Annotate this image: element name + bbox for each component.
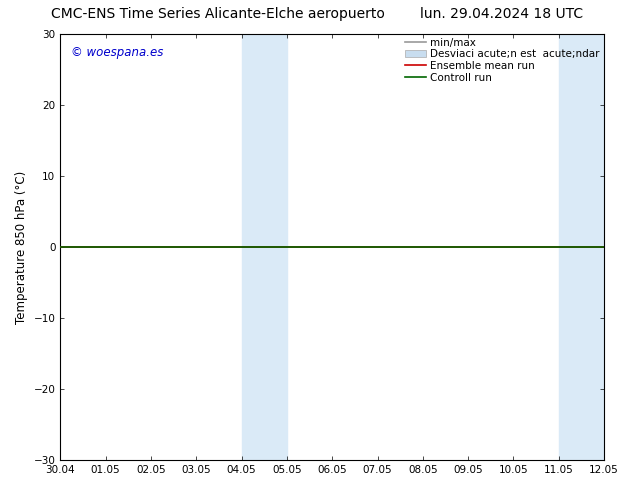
Legend: min/max, Desviaci acute;n est  acute;ndar, Ensemble mean run, Controll run: min/max, Desviaci acute;n est acute;ndar… [403, 36, 602, 85]
Text: CMC-ENS Time Series Alicante-Elche aeropuerto: CMC-ENS Time Series Alicante-Elche aerop… [51, 7, 385, 22]
Text: © woespana.es: © woespana.es [71, 47, 164, 59]
Bar [559, 34, 604, 460]
Bar [242, 34, 287, 460]
Text: lun. 29.04.2024 18 UTC: lun. 29.04.2024 18 UTC [420, 7, 583, 22]
Y-axis label: Temperature 850 hPa (°C): Temperature 850 hPa (°C) [15, 171, 28, 323]
